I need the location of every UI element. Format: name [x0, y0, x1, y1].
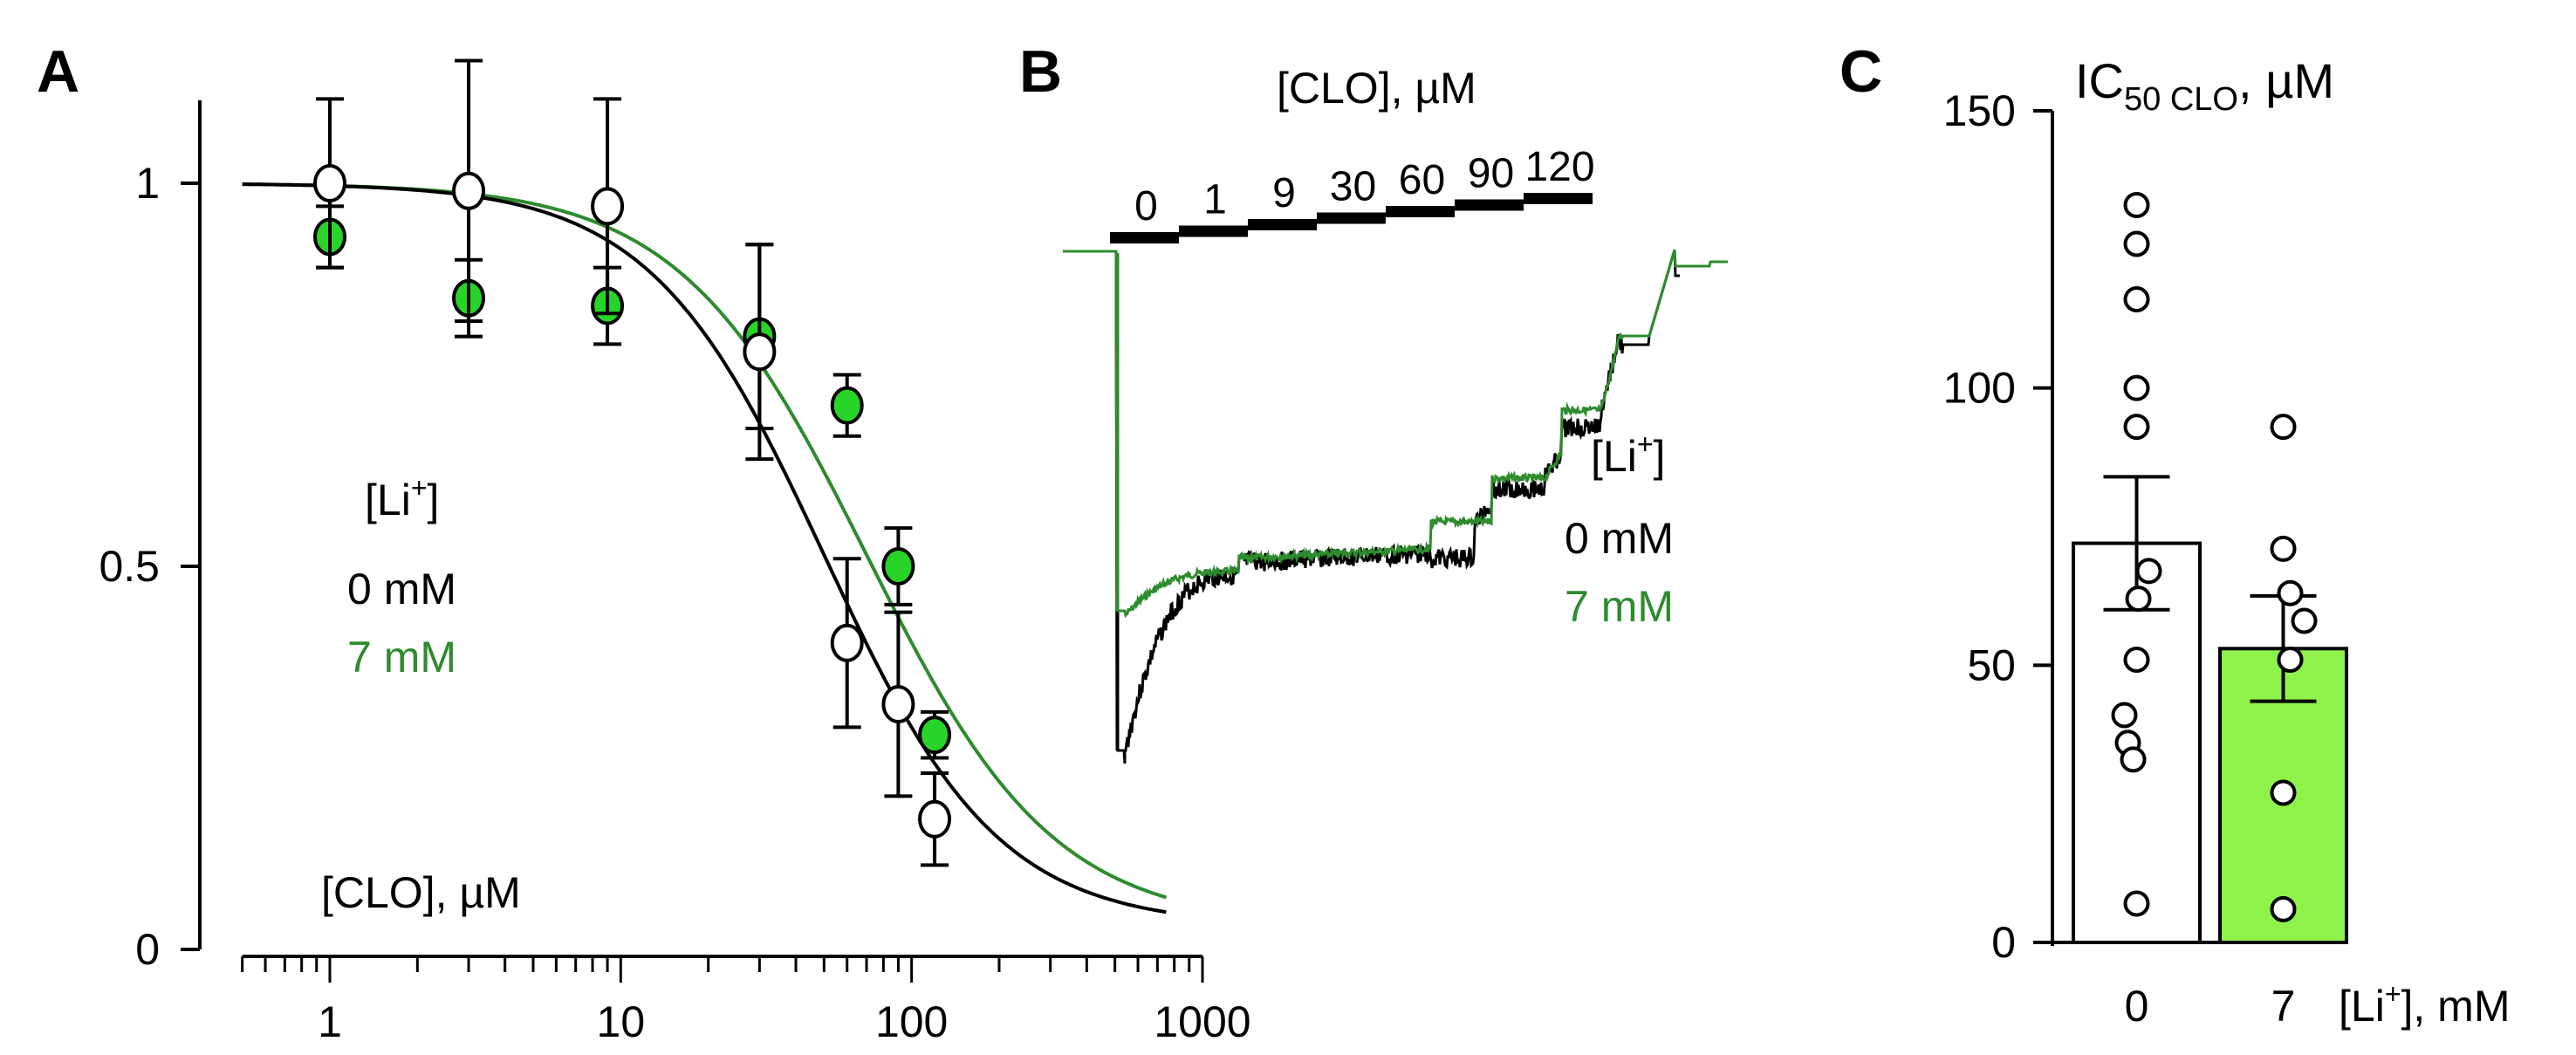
panel-a-x-label: [CLO], µM: [321, 868, 521, 917]
panel-a-fit-curves: [242, 182, 1167, 915]
panel-b: B [CLO], µM 0 1 9 30 60 90 120 [Li+] 0 mM 7 mM: [1019, 38, 1728, 764]
conc-step-bar: [1248, 219, 1317, 230]
individual-point: [2277, 646, 2304, 673]
panel-a-legend-0mm: 0 mM: [347, 565, 456, 613]
panel-b-conc-title: [CLO], µM: [1277, 64, 1476, 113]
panel-b-legend: [Li+] 0 mM 7 mM: [1565, 428, 1674, 631]
panel-b-conc-steps: 0 1 9 30 60 90 120: [1110, 144, 1595, 243]
conc-step-bar: [1524, 193, 1593, 204]
individual-point: [2270, 779, 2297, 806]
data-point-7mM: [830, 386, 864, 425]
individual-point: [2123, 414, 2150, 441]
conc-step-bar: [1455, 199, 1524, 211]
panel-a-legend-7mm: 7 mM: [347, 633, 456, 682]
panel-c-x-label: [Li+], mM: [2339, 978, 2510, 1031]
individual-point: [2123, 374, 2150, 401]
y-tick-label: 0: [135, 925, 160, 974]
current-trace-7mM: [1063, 249, 1728, 619]
individual-point: [2277, 579, 2304, 606]
y-tick-label: 150: [1943, 86, 2016, 135]
individual-point: [2135, 558, 2162, 585]
x-tick-label: 1000: [1154, 997, 1250, 1046]
data-point-0mM: [452, 171, 486, 210]
panel-a-x-axis: 1 10 100 1000: [241, 955, 1251, 1046]
fit-curve-0mM: [242, 182, 1167, 915]
individual-point: [2291, 607, 2318, 634]
individual-point: [2125, 586, 2152, 613]
panel-b-legend-0mm: 0 mM: [1565, 514, 1674, 563]
conc-step-label: 1: [1203, 177, 1227, 223]
y-tick-label: 0.5: [99, 542, 160, 591]
conc-step-label: 9: [1272, 170, 1296, 216]
data-point-7mM: [918, 716, 952, 755]
panel-a-label: A: [37, 38, 79, 105]
panel-a-data-points: [313, 58, 952, 867]
panel-a-legend-title: [Li+]: [365, 472, 439, 524]
data-point-0mM: [830, 623, 864, 662]
x-tick-label: 1: [318, 997, 342, 1046]
conc-step-label: 30: [1330, 164, 1376, 210]
conc-step-bar: [1179, 225, 1248, 237]
y-tick-label: 100: [1943, 364, 2016, 413]
individual-point: [2120, 746, 2147, 773]
data-point-0mM: [881, 685, 915, 724]
data-point-7mM: [881, 547, 915, 586]
panel-b-legend-title: [Li+]: [1591, 428, 1665, 481]
individual-point: [2123, 192, 2150, 219]
individual-point: [2123, 890, 2150, 917]
conc-step-bar: [1386, 206, 1455, 217]
panel-b-legend-7mm: 7 mM: [1565, 582, 1674, 631]
individual-point: [2123, 646, 2150, 673]
x-tick-label: 7: [2271, 982, 2296, 1031]
data-point-0mM: [313, 164, 346, 202]
individual-point: [2270, 414, 2297, 441]
individual-point: [2123, 286, 2150, 313]
panel-b-traces: [1063, 249, 1728, 764]
panel-a-y-ticks: 00.51: [99, 159, 200, 974]
panel-c-label: C: [1840, 38, 1882, 105]
data-point-0mM: [591, 187, 625, 226]
y-tick-label: 1: [135, 159, 160, 208]
conc-step-bar: [1110, 232, 1179, 243]
x-tick-label: 0: [2125, 982, 2149, 1031]
data-point-0mM: [918, 799, 952, 839]
panel-b-label: B: [1019, 38, 1062, 105]
x-tick-label: 100: [875, 997, 948, 1046]
panel-a: A 00.51 1 10 100 1000 [CLO], µM [Li+] 0 mM …: [37, 38, 1251, 1046]
panel-a-legend: [Li+] 0 mM 7 mM: [347, 472, 456, 682]
conc-step-label: 120: [1524, 144, 1594, 190]
data-point-0mM: [743, 332, 777, 372]
conc-step-bar: [1317, 212, 1386, 224]
individual-point: [2270, 535, 2297, 562]
y-tick-label: 0: [1991, 918, 2016, 967]
individual-point: [2270, 895, 2297, 922]
individual-point: [2123, 230, 2150, 257]
y-tick-label: 50: [1967, 641, 2016, 689]
fit-curve-7mM: [242, 182, 1167, 900]
conc-step-label: 90: [1468, 151, 1514, 197]
conc-step-label: 60: [1399, 157, 1445, 203]
x-tick-label: 10: [597, 997, 646, 1046]
individual-point: [2111, 702, 2138, 729]
conc-step-label: 0: [1134, 183, 1158, 229]
current-trace-0mM: [1063, 249, 1680, 764]
panel-c-title: IC50 CLO, µM: [2075, 53, 2334, 118]
